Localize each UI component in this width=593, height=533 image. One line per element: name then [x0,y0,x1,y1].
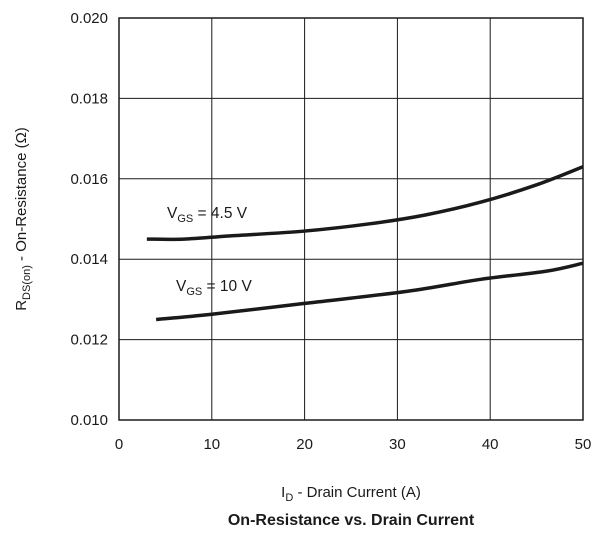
series-line-1 [155,261,584,322]
y-tick-label: 0.020 [70,10,108,27]
y-tick-label: 0.010 [70,412,108,429]
y-tick-label: 0.016 [70,171,108,188]
plot-frame [118,17,584,421]
y-tick-label: 0.018 [70,90,108,107]
y-tick-label: 0.014 [70,251,108,268]
y-axis-label: RDS(on) - On-Resistance (Ω) [13,127,33,311]
x-axis-label: ID - Drain Current (A) [281,484,421,504]
x-tick-label: 0 [115,436,123,453]
grid-lines [119,18,583,420]
series-label-vgs-10: VGS = 10 V [176,278,252,298]
x-tick-label: 30 [389,436,406,453]
series-layer [146,165,584,322]
y-tick-labels: 0.010 0.012 0.014 0.016 0.018 0.020 [70,10,108,429]
series-line-0 [146,165,584,242]
x-tick-label: 40 [482,436,499,453]
chart-title: On-Resistance vs. Drain Current [228,512,475,529]
x-tick-label: 50 [575,436,592,453]
x-tick-label: 20 [296,436,313,453]
y-tick-label: 0.012 [70,332,108,349]
series-label-vgs-4-5: VGS = 4.5 V [167,205,248,225]
x-tick-labels: 0 10 20 30 40 50 [115,436,592,453]
x-tick-label: 10 [203,436,220,453]
